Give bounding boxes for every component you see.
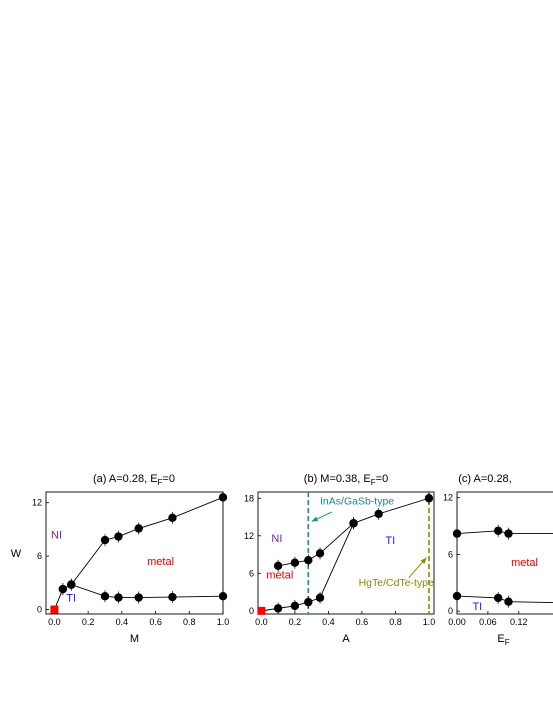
y-axis-label: W — [11, 548, 22, 560]
data-point — [304, 555, 313, 565]
region-label: TI — [385, 535, 395, 547]
origin-marker — [50, 605, 59, 614]
data-point — [315, 593, 325, 602]
data-point — [218, 493, 228, 502]
x-tick-label: 0.4 — [322, 617, 335, 627]
chart-panel-0: (a) A=0.28, EF=0 0.0 0.2 0.4 0.6 0.8 1.0 0 6 12 M W… — [11, 473, 229, 645]
region-label: NI — [271, 533, 282, 545]
y-tick-label: 6 — [37, 551, 42, 561]
annotation-arrowhead — [420, 557, 427, 564]
data-point — [304, 597, 313, 607]
x-tick-label: 0.0 — [48, 617, 61, 627]
data-point — [494, 593, 503, 603]
data-point — [452, 529, 462, 538]
data-point — [67, 580, 76, 589]
origin-marker — [257, 606, 266, 615]
x-tick-label: 1.0 — [217, 617, 230, 627]
chart-panel-2: (c) A=0.28, 0.00 0.06 0.12 0 6 12 EF metal TI — [443, 473, 553, 647]
x-tick-label: 0.2 — [289, 617, 302, 627]
x-tick-label: 0.6 — [149, 617, 162, 627]
annotation-label: HgTe/CdTe-type — [359, 577, 434, 589]
y-tick-label: 12 — [244, 531, 254, 541]
chart-title: (c) A=0.28, — [458, 473, 512, 485]
data-point — [290, 558, 300, 567]
y-tick-label: 6 — [448, 549, 453, 559]
y-tick-label: 0 — [448, 606, 453, 616]
region-label: NI — [51, 529, 62, 541]
region-label: metal — [511, 557, 538, 569]
plot-frame — [257, 491, 435, 615]
data-point — [424, 494, 434, 503]
series-line-0 — [278, 497, 430, 567]
data-point — [504, 529, 513, 538]
data-point — [504, 597, 513, 606]
data-point — [168, 592, 177, 602]
x-tick-label: 0.8 — [183, 617, 196, 627]
chart-title: (a) A=0.28, EF=0 — [93, 473, 175, 487]
data-point — [315, 549, 325, 558]
region-label: TI — [66, 593, 76, 605]
x-tick-label: 0.4 — [116, 617, 129, 627]
data-point — [134, 524, 143, 533]
data-point — [273, 561, 283, 571]
y-tick-label: 6 — [249, 568, 254, 578]
data-point — [218, 591, 228, 601]
x-axis-label: A — [342, 633, 350, 645]
data-point — [273, 604, 283, 613]
x-tick-label: 0.06 — [479, 617, 497, 627]
x-axis-label: M — [130, 633, 139, 645]
region-label: TI — [472, 601, 482, 613]
data-point — [58, 584, 68, 594]
x-tick-label: 0.0 — [255, 617, 268, 627]
region-label: metal — [266, 569, 293, 581]
x-tick-label: 0.00 — [448, 617, 466, 627]
plot-frame — [456, 491, 553, 615]
annotation-arrowhead — [311, 516, 319, 522]
series-line-0 — [456, 530, 553, 535]
y-tick-label: 0 — [37, 605, 42, 615]
annotation-label: InAs/GaSb-type — [320, 496, 394, 508]
x-tick-label: 0.8 — [389, 617, 402, 627]
data-point — [100, 535, 110, 545]
x-tick-label: 0.6 — [356, 617, 369, 627]
y-tick-label: 12 — [443, 493, 453, 503]
plot-frame — [45, 491, 224, 615]
data-point — [168, 513, 177, 523]
series-line-1 — [62, 584, 224, 598]
data-point — [452, 591, 462, 601]
x-tick-label: 0.2 — [82, 617, 95, 627]
y-tick-label: 12 — [32, 498, 42, 508]
y-tick-label: 0 — [249, 606, 254, 616]
chart-title: (b) M=0.38, EF=0 — [304, 473, 388, 487]
data-point — [349, 519, 358, 528]
series-line-1 — [456, 595, 553, 603]
data-point — [374, 509, 383, 519]
chart-panel-1: (b) M=0.38, EF=0 0.0 0.2 0.4 0.6 0.8 1.0 0 6 12 18… — [244, 473, 435, 645]
x-axis-label: EF — [497, 633, 509, 647]
data-point — [100, 591, 110, 601]
y-tick-label: 18 — [244, 493, 254, 503]
data-point — [494, 526, 503, 535]
data-point — [114, 593, 123, 602]
data-point — [114, 532, 123, 541]
x-tick-label: 0.12 — [510, 617, 528, 627]
region-label: metal — [147, 556, 174, 568]
data-point — [290, 601, 300, 611]
data-point — [134, 593, 143, 602]
x-tick-label: 1.0 — [423, 617, 436, 627]
